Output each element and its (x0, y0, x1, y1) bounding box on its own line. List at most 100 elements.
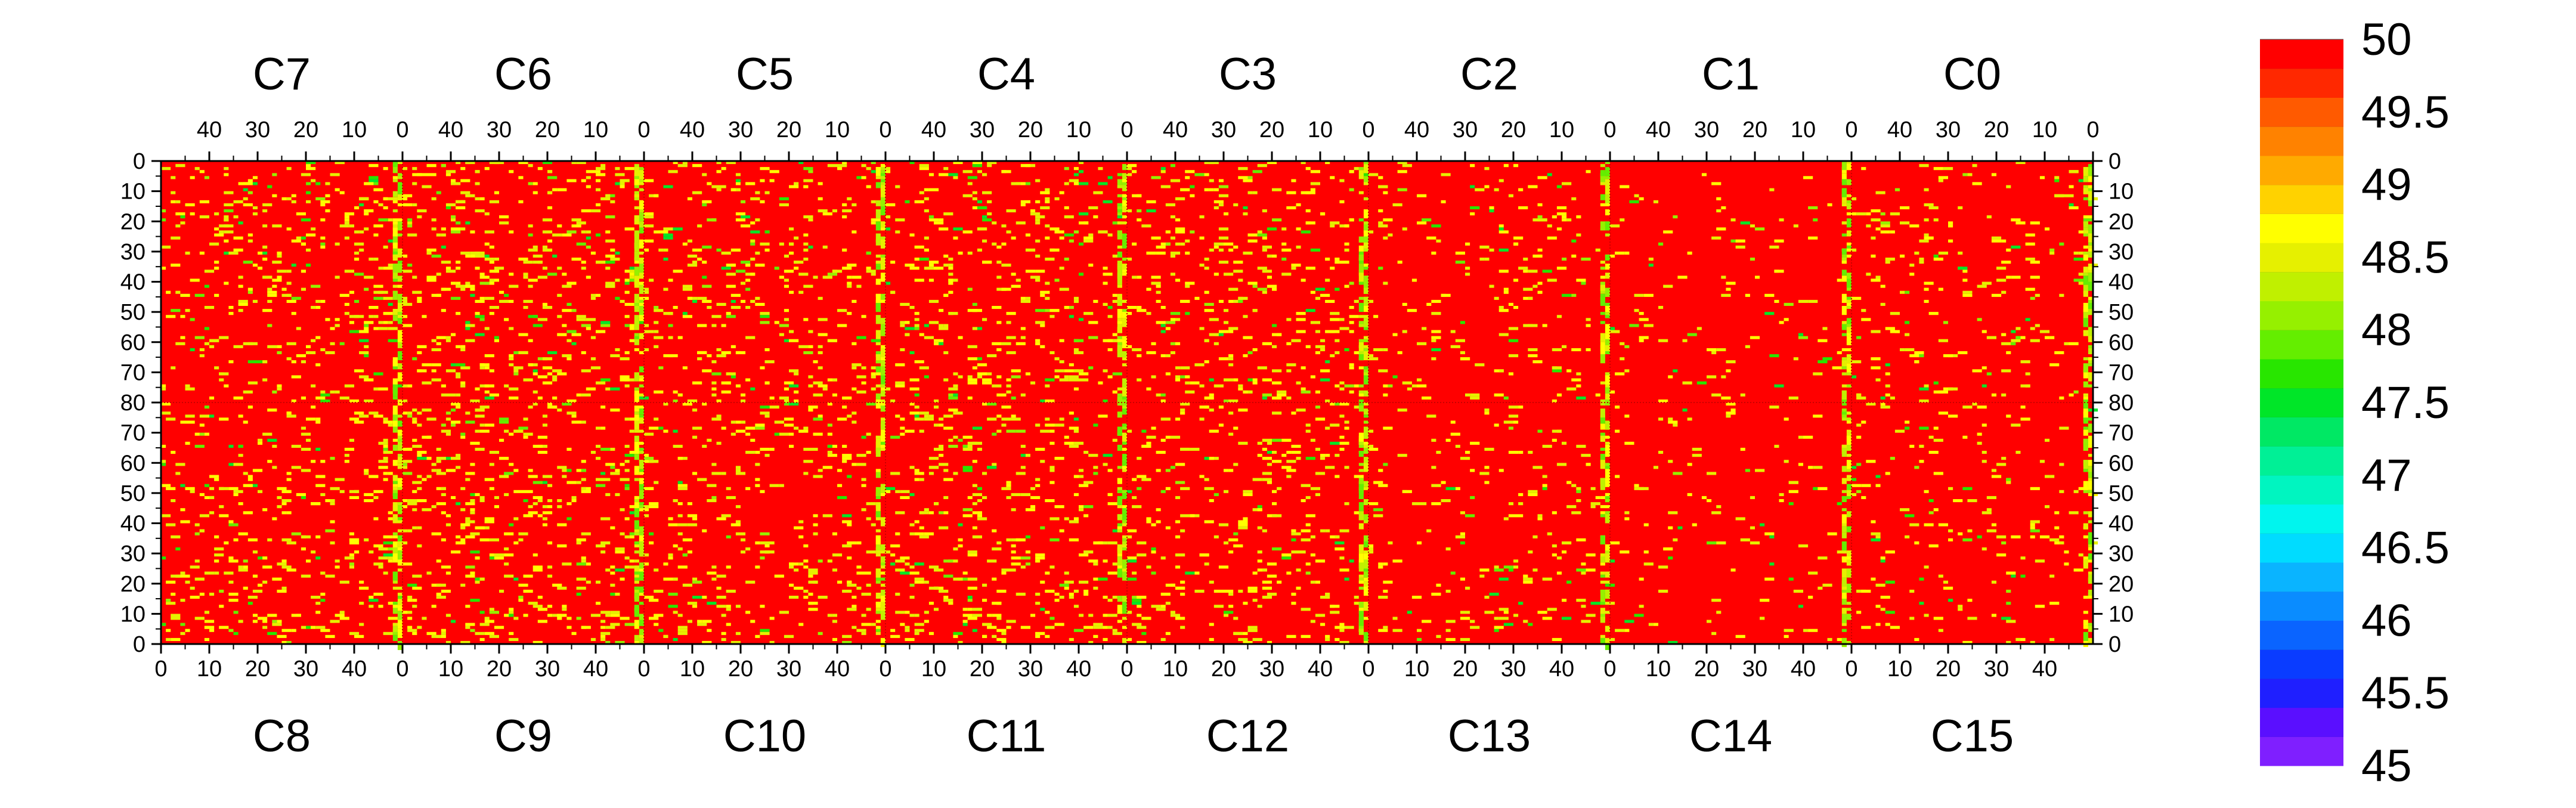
heatmap-cell (388, 559, 393, 563)
heatmap-cell (339, 191, 345, 194)
heatmap-cell (513, 469, 519, 472)
heatmap-cell (354, 273, 364, 276)
heatmap-cell (339, 396, 349, 400)
heatmap-cell (1107, 493, 1113, 496)
heatmap-cell (1383, 463, 1388, 466)
heatmap-cell (320, 629, 330, 632)
heatmap-cell (557, 372, 567, 376)
heatmap-cell (1015, 472, 1026, 475)
heatmap-cell (1213, 535, 1219, 538)
heatmap-cell (1160, 438, 1166, 442)
heatmap-cell (649, 502, 659, 506)
heatmap-cell (939, 463, 949, 466)
heatmap-cell (1175, 520, 1181, 524)
heatmap-cell (1291, 411, 1296, 415)
heatmap-cell (1045, 611, 1050, 614)
heatmap-cell (397, 438, 402, 442)
heatmap-cell (808, 375, 813, 379)
heatmap-cell (1218, 236, 1229, 240)
heatmap-cell (702, 284, 712, 288)
heatmap-cell (1354, 405, 1364, 409)
heatmap-cell (1127, 490, 1132, 493)
heatmap-cell (750, 299, 756, 303)
heatmap-cell (475, 312, 480, 315)
heatmap-cell (880, 432, 886, 442)
heatmap-cell (808, 405, 818, 409)
heatmap-cell (1315, 614, 1326, 617)
heatmap-cell (431, 469, 436, 472)
heatmap-cell (581, 626, 591, 629)
heatmap-cell (615, 550, 625, 554)
heatmap-cell (673, 611, 678, 614)
heatmap-cell (987, 466, 997, 469)
heatmap-cell (1054, 197, 1060, 200)
heatmap-cell (557, 586, 567, 590)
heatmap-cell (856, 375, 866, 379)
heatmap-cell (301, 426, 306, 430)
heatmap-cell (277, 634, 287, 638)
heatmap-cell (509, 230, 514, 234)
heatmap-cell (639, 535, 644, 541)
heatmap-cell (330, 390, 335, 394)
heatmap-cell (586, 245, 591, 249)
heatmap-cell (1363, 275, 1368, 285)
heatmap-cell (1330, 330, 1340, 333)
heatmap-cell (962, 194, 973, 197)
heatmap-cell (397, 620, 402, 629)
heatmap-cell (392, 396, 398, 400)
heatmap-cell (286, 342, 296, 345)
heatmap-cell (272, 466, 277, 469)
heatmap-cell (291, 200, 296, 203)
heatmap-cell (445, 514, 451, 518)
heatmap-cell (1484, 447, 1494, 451)
heatmap-cell (639, 384, 644, 388)
heatmap-cell (542, 302, 547, 306)
heatmap-cell (895, 414, 900, 418)
heatmap-cell (730, 306, 741, 309)
heatmap-cell (489, 451, 499, 454)
heatmap-cell (880, 384, 886, 388)
heatmap-cell (397, 372, 402, 382)
heatmap-cell (1160, 185, 1171, 188)
heatmap-cell (489, 538, 499, 541)
heatmap-cell (1257, 550, 1262, 554)
heatmap-cell (1301, 191, 1311, 194)
heatmap-cell (1363, 164, 1368, 174)
heatmap-cell (470, 629, 475, 632)
heatmap-cell (1141, 617, 1151, 620)
heatmap-cell (1132, 599, 1142, 602)
heatmap-cells (161, 161, 2098, 651)
heatmap-cell (460, 526, 466, 530)
heatmap-cell (407, 411, 413, 415)
heatmap-cell (639, 366, 644, 373)
heatmap-cell (668, 312, 673, 315)
heatmap-cell (392, 384, 402, 388)
heatmap-cell (470, 550, 480, 554)
heatmap-cell (1576, 372, 1581, 376)
heatmap-cell (1064, 441, 1074, 445)
heatmap-cell (1175, 342, 1181, 345)
heatmap-cell (1064, 369, 1074, 373)
heatmap-cell (721, 351, 731, 354)
heatmap-cell (1199, 327, 1205, 330)
heatmap-cell (1213, 245, 1219, 249)
heatmap-cell (330, 327, 335, 330)
heatmap-cell (1117, 426, 1122, 436)
heatmap-cell (1117, 487, 1122, 490)
heatmap-cell (576, 161, 586, 165)
heatmap-cell (716, 574, 726, 578)
heatmap-cell (537, 318, 547, 321)
heatmap-cell (301, 360, 306, 364)
heatmap-cell (441, 233, 446, 237)
heatmap-cell (707, 182, 712, 185)
heatmap-cell (847, 264, 857, 267)
heatmap-cell (1064, 215, 1074, 219)
heatmap-cell (639, 179, 644, 182)
heatmap-cell (1528, 451, 1533, 454)
heatmap-cell (1363, 176, 1368, 185)
heatmap-cell (1262, 438, 1272, 442)
heatmap-cell (1542, 487, 1547, 490)
heatmap-cell (1262, 245, 1272, 249)
heatmap-cell (649, 541, 654, 544)
heatmap-cell (224, 203, 234, 206)
